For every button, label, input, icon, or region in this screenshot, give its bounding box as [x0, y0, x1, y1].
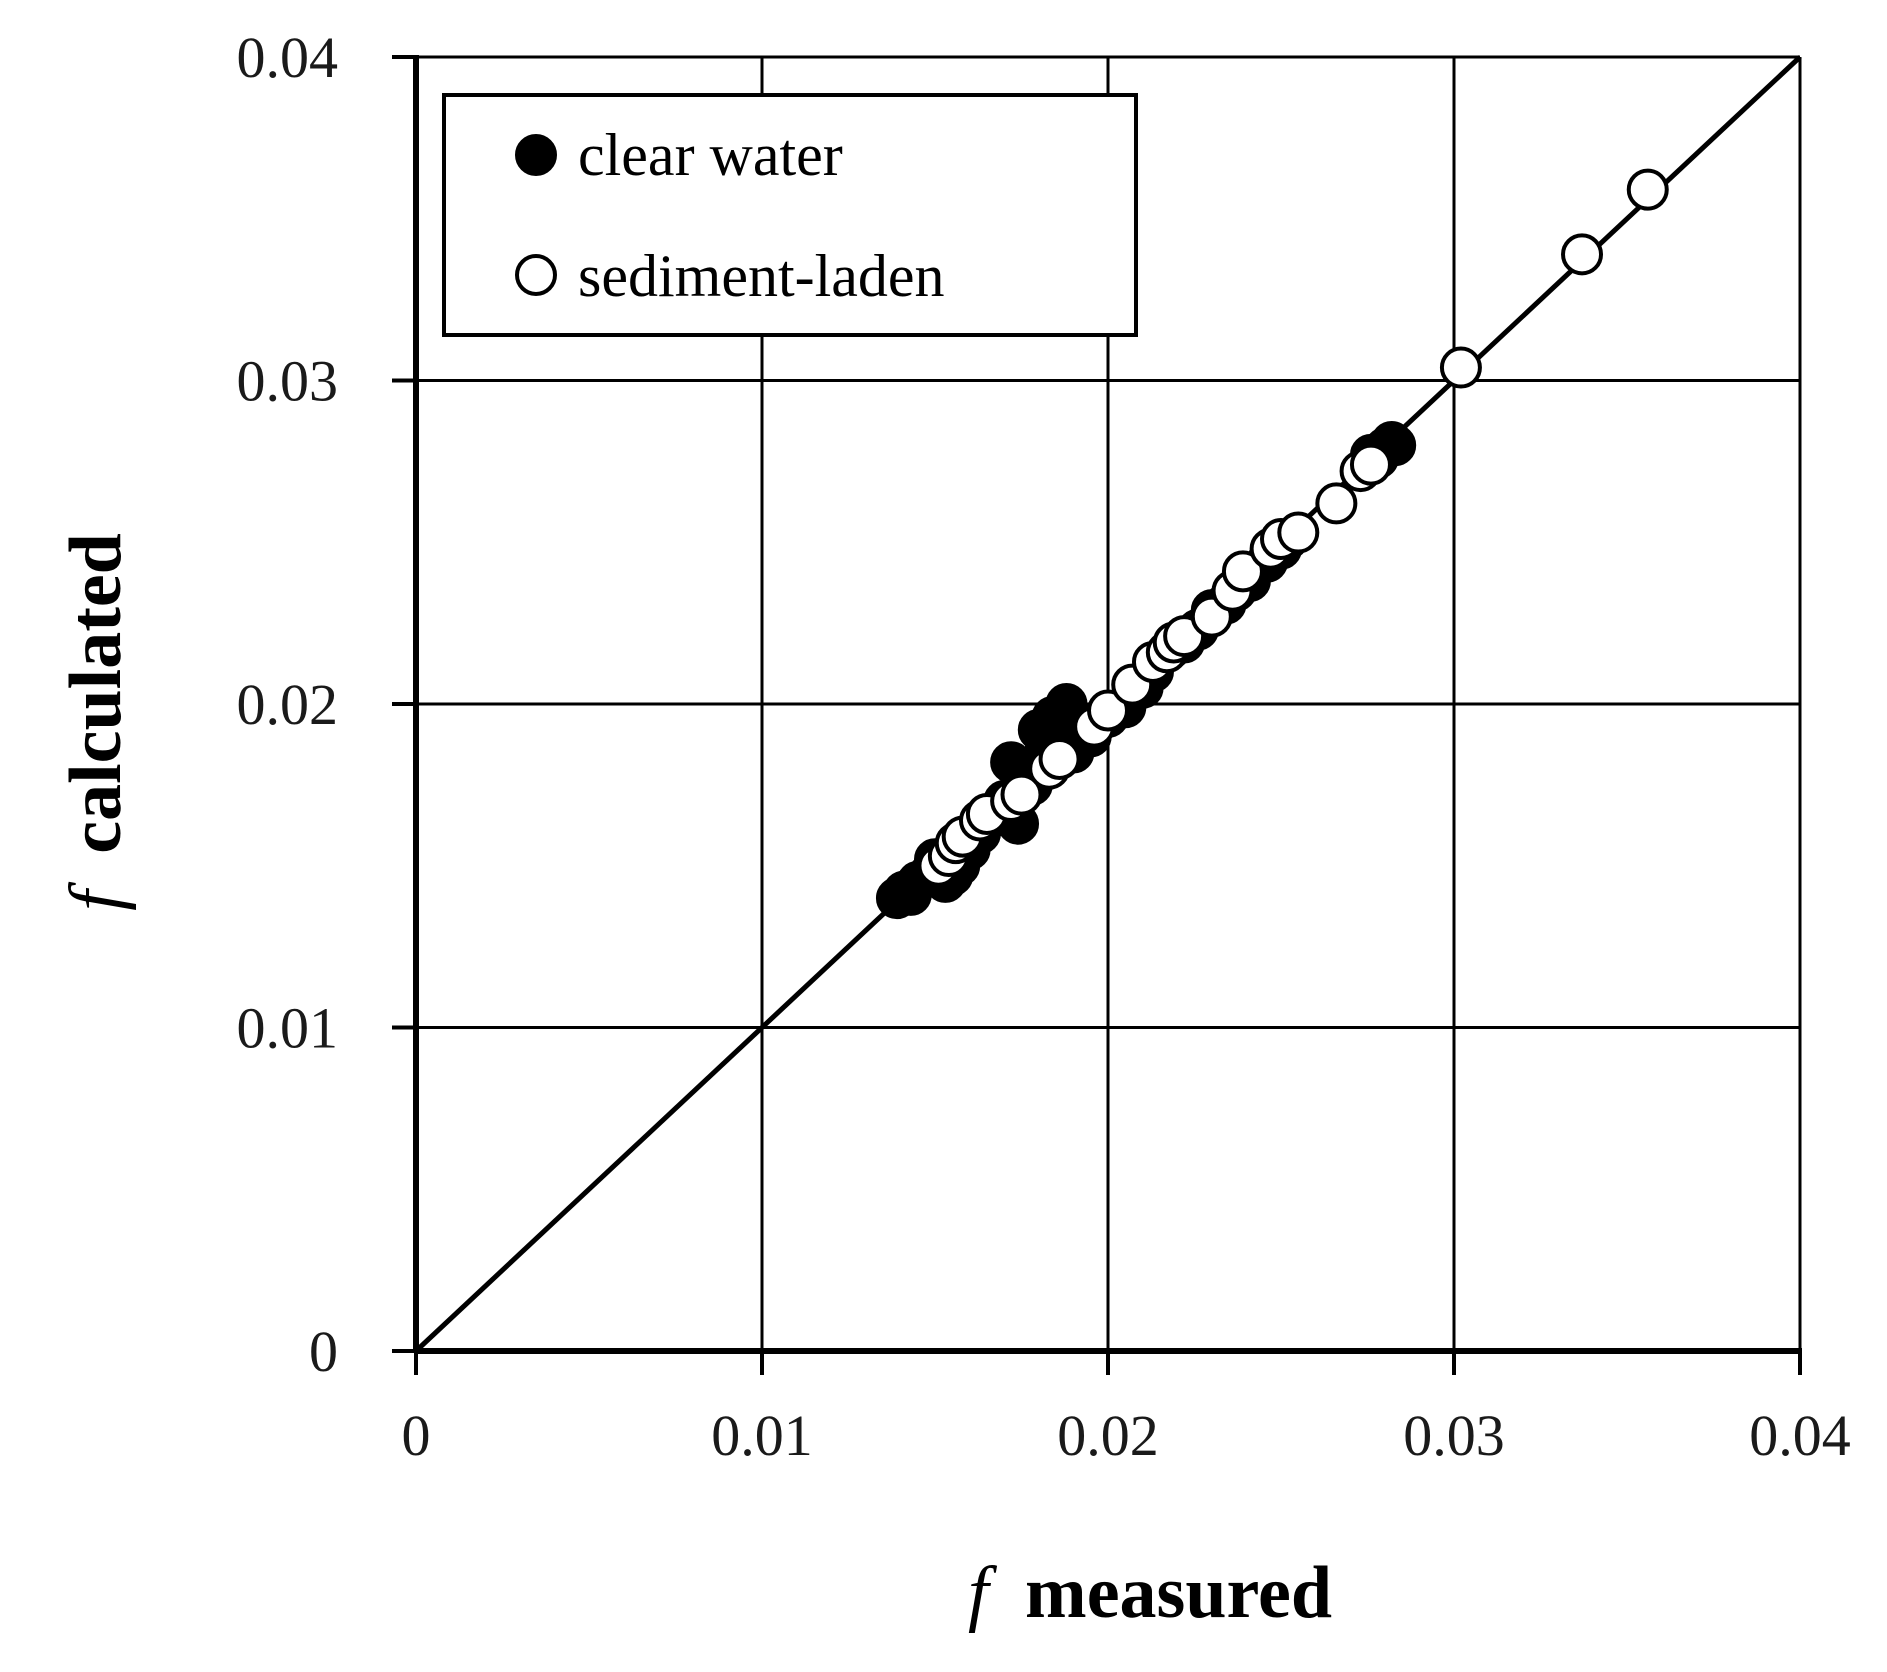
- sediment-laden-point-23: [1315, 482, 1358, 525]
- y-tick-label: 0: [309, 1319, 338, 1384]
- y-axis-title-text: calculated: [55, 533, 137, 854]
- x-tick-label: 0.02: [1057, 1403, 1159, 1468]
- data-points: [875, 168, 1669, 920]
- x-tick-label: 0.03: [1403, 1403, 1505, 1468]
- x-axis-title-symbol: f: [968, 1552, 998, 1634]
- y-tick-label: 0.01: [237, 996, 339, 1061]
- legend-label-clear-water: clear water: [578, 122, 843, 188]
- y-tick-label: 0.02: [237, 672, 339, 737]
- x-tick-label: 0: [402, 1403, 431, 1468]
- sediment-laden-point-27: [1561, 233, 1604, 276]
- sediment-laden-point-19: [1221, 550, 1264, 593]
- legend-marker-clear-water: [515, 134, 557, 176]
- series-1: [917, 168, 1669, 887]
- y-tick-label: 0.03: [237, 349, 339, 414]
- y-tick-label: 0.04: [237, 25, 339, 90]
- sediment-laden-point-22: [1277, 511, 1320, 554]
- y-axis-title: f calculated: [55, 533, 137, 911]
- x-axis-title: f measured: [968, 1552, 1332, 1634]
- sediment-laden-point-25: [1349, 443, 1392, 486]
- legend-label-sediment-laden: sediment-laden: [578, 243, 945, 309]
- sediment-laden-point-11: [1087, 689, 1129, 732]
- x-axis-title-text: measured: [1025, 1552, 1332, 1634]
- x-tick-label: 0.04: [1749, 1403, 1851, 1468]
- ticks: 0 0.01 0.02 0.03 0.04 0 0.01 0.02 0.03 0.04: [237, 25, 1851, 1468]
- sediment-laden-point-9: [1038, 737, 1081, 780]
- y-axis-title-symbol: f: [55, 881, 137, 911]
- x-tick-label: 0.01: [711, 1403, 813, 1468]
- sediment-laden-point-7: [1000, 773, 1043, 816]
- legend-box: [442, 93, 1138, 337]
- sediment-laden-point-28: [1626, 168, 1669, 211]
- legend-marker-sediment-laden: [515, 254, 557, 296]
- sediment-laden-point-26: [1439, 346, 1482, 389]
- legend: clear water sediment-laden: [442, 93, 1138, 337]
